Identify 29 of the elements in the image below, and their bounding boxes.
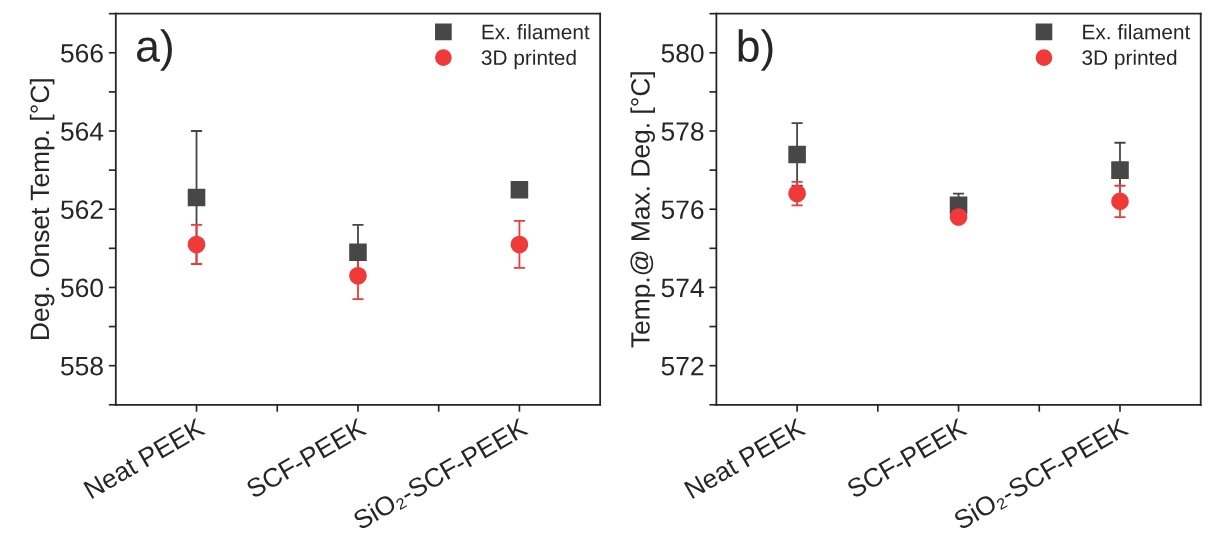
y-axis-title: Temp.@ Max. Deg. [°C] xyxy=(630,72,655,348)
point xyxy=(510,235,529,254)
point xyxy=(788,184,806,203)
y-tick-label: 558 xyxy=(61,356,103,376)
point xyxy=(1111,161,1129,179)
y-tick-label: 562 xyxy=(61,200,103,220)
legend-label: Ex. filament xyxy=(1083,24,1191,40)
y-tick-label: 580 xyxy=(661,43,704,63)
y-axis-title: Deg. Onset Temp. [°C] xyxy=(29,79,55,339)
chart-title: b) xyxy=(738,29,773,71)
y-tick-label: 576 xyxy=(661,200,704,220)
point xyxy=(510,180,529,199)
point xyxy=(187,188,206,207)
point xyxy=(788,145,806,164)
y-tick-label: 560 xyxy=(61,278,103,298)
point xyxy=(187,235,206,254)
chart-title: a) xyxy=(137,29,172,71)
point xyxy=(1111,192,1129,211)
point xyxy=(349,243,367,262)
y-tick-label: 566 xyxy=(61,43,103,63)
legend-label: 3D printed xyxy=(1082,49,1177,70)
y-tick-label: 574 xyxy=(661,278,704,298)
y-tick-label: 578 xyxy=(661,122,704,141)
legend-label: Ex. filament xyxy=(482,24,590,40)
point xyxy=(349,266,367,285)
y-tick-label: 572 xyxy=(661,356,704,376)
y-tick-label: 564 xyxy=(61,122,104,141)
legend-label: 3D printed xyxy=(481,49,576,70)
point xyxy=(949,208,968,226)
